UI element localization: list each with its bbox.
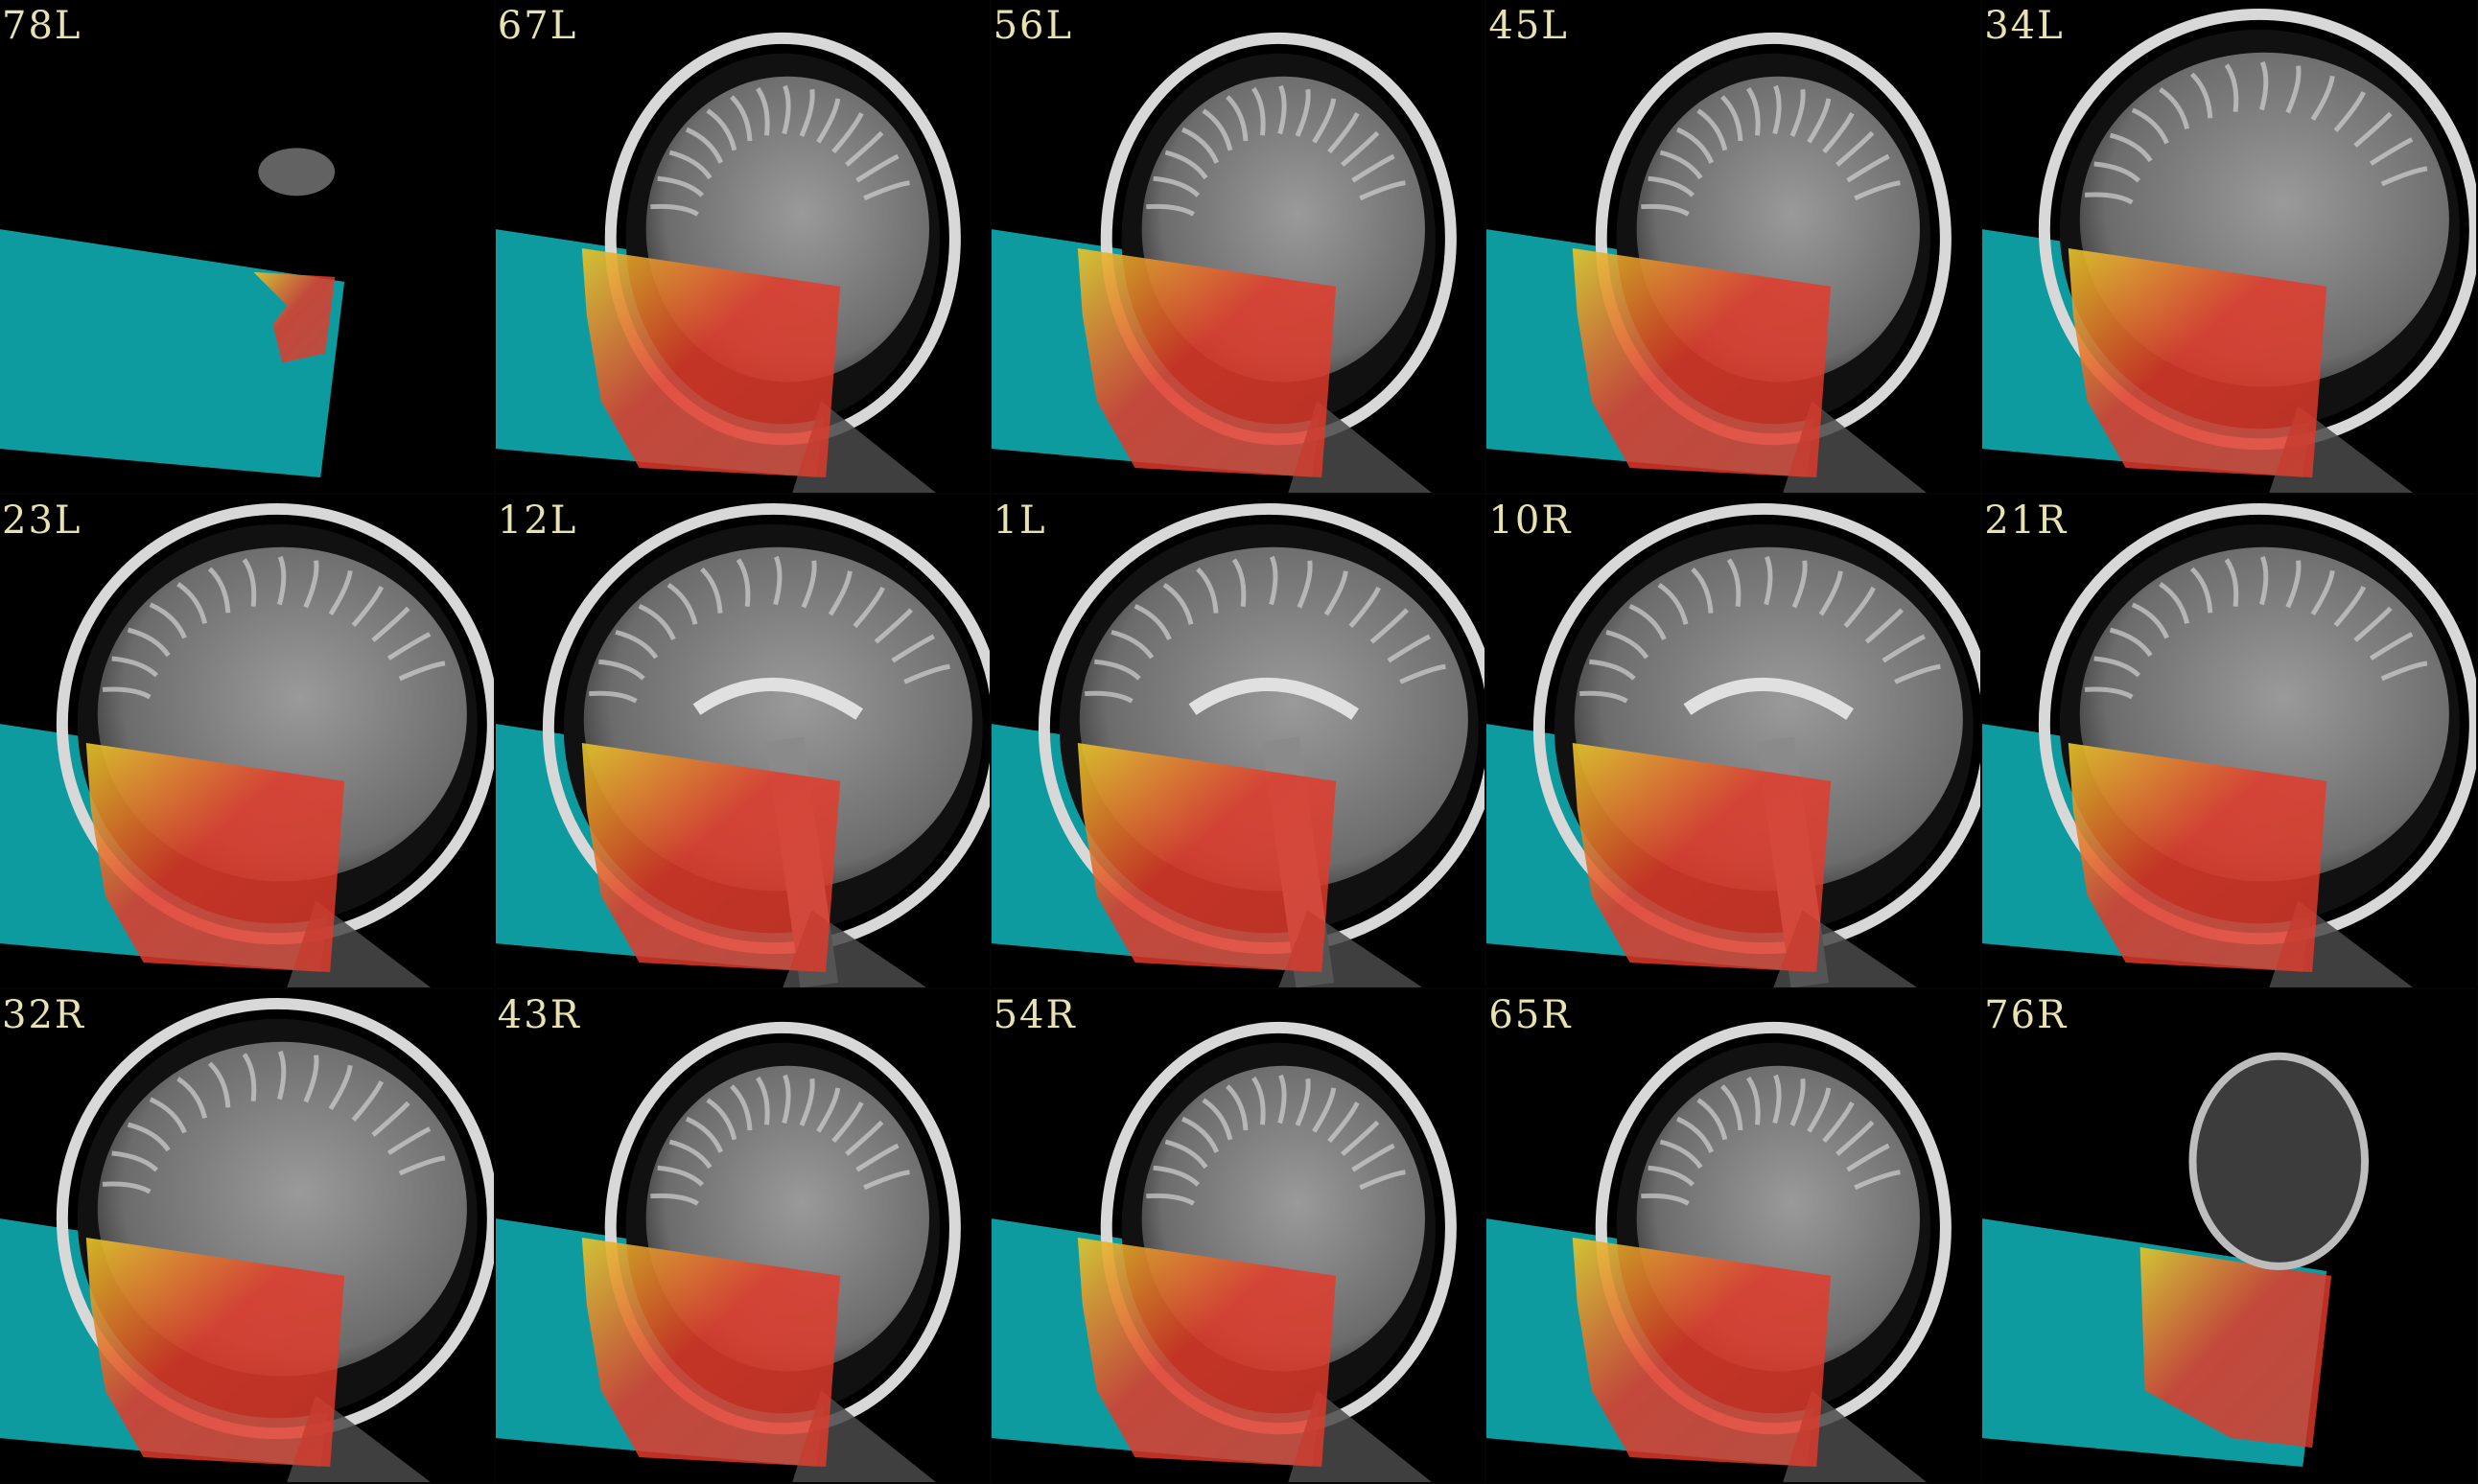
mri-panel: 12L (495, 495, 992, 989)
face-overlay (1573, 1237, 1832, 1468)
slice-label: 67L (497, 4, 578, 48)
mri-panel: 54R (991, 989, 1487, 1484)
slice-label: 56L (993, 4, 1074, 48)
mri-slice-image (991, 1021, 1457, 1482)
slice-label: 32R (2, 993, 86, 1037)
face-overlay (85, 742, 345, 973)
face-overlay (1573, 247, 1832, 478)
mri-slice-image (1982, 9, 2476, 493)
mri-slice-image (1486, 32, 1952, 493)
slice-label: 10R (1488, 499, 1573, 543)
mri-slice-image (1982, 503, 2476, 987)
mri-panel: 32R (0, 989, 496, 1484)
face-overlay (2068, 742, 2327, 973)
mri-slice-image (495, 32, 961, 493)
slice-label: 65R (1488, 993, 1573, 1037)
mri-slice-image (991, 32, 1457, 493)
mri-slice-image (0, 998, 494, 1482)
mri-panel: 10R (1486, 495, 1983, 989)
slice-label: 54R (993, 993, 1077, 1037)
slice-label: 45L (1488, 4, 1569, 48)
slice-label: 12L (497, 499, 578, 543)
slice-label: 23L (2, 499, 82, 543)
mri-panel: 76R (1982, 989, 2478, 1484)
defacing-mask (0, 229, 345, 478)
mri-panel: 67L (495, 0, 992, 495)
mri-slice-image (0, 503, 494, 987)
face-overlay (581, 247, 840, 478)
face-overlay (253, 271, 336, 363)
face-overlay (1573, 742, 1832, 973)
slice-label: 78L (2, 4, 82, 48)
face-overlay (1077, 247, 1336, 478)
mri-slice-image (991, 503, 1485, 987)
face-overlay (581, 742, 840, 973)
mri-slice-image (1486, 503, 1981, 987)
mri-panel: 45L (1486, 0, 1983, 495)
slice-label: 21R (1984, 499, 2069, 543)
slice-label: 34L (1984, 4, 2065, 48)
mri-panel: 1L (991, 495, 1487, 989)
mri-panel: 65R (1486, 989, 1983, 1484)
mri-panel: 56L (991, 0, 1487, 495)
mri-panel: 21R (1982, 495, 2478, 989)
slice-label: 1L (993, 499, 1047, 543)
mri-panel: 78L (0, 0, 496, 495)
face-overlay (85, 1237, 345, 1468)
mri-panel: 23L (0, 495, 496, 989)
mri-slice-image (1486, 1021, 1952, 1482)
mri-slice-image (1982, 1052, 2370, 1468)
mri-slice-image (495, 503, 990, 987)
mri-panel: 43R (495, 989, 992, 1484)
face-overlay (1077, 742, 1336, 973)
face-overlay (2139, 1246, 2332, 1449)
face-overlay (581, 1237, 840, 1468)
mri-slice-image (495, 1021, 961, 1482)
mri-panel: 34L (1982, 0, 2478, 495)
face-overlay (2068, 247, 2327, 478)
slice-label: 43R (497, 993, 581, 1037)
face-overlay (1077, 1237, 1336, 1468)
mri-slice-image (0, 148, 345, 478)
slice-label: 76R (1984, 993, 2069, 1037)
